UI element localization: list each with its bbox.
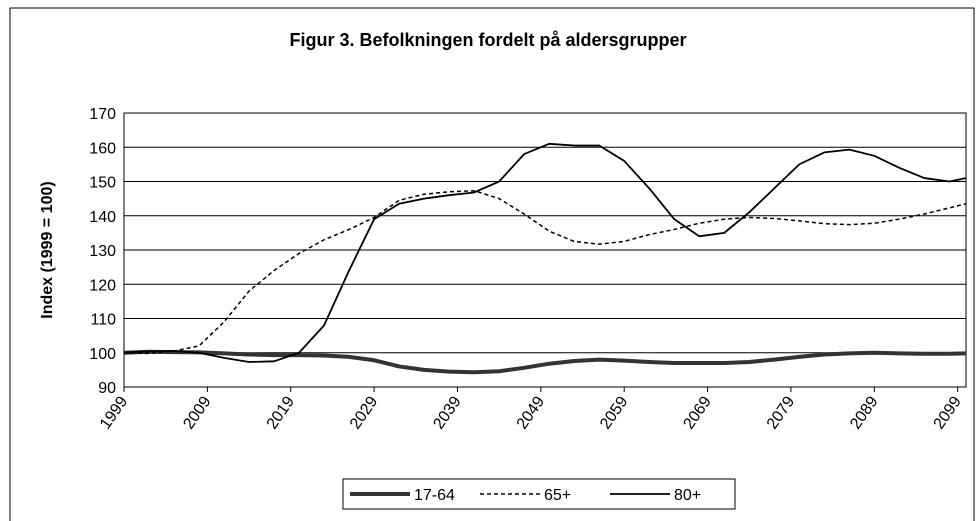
x-tick-label: 2099	[931, 393, 965, 432]
x-tick-label: 2049	[514, 393, 548, 432]
legend-label: 17-64	[414, 487, 455, 504]
x-tick-label: 1999	[97, 393, 131, 432]
x-tick-label: 2089	[847, 393, 881, 432]
x-tick-label: 2029	[347, 393, 381, 432]
x-tick-label: 2059	[597, 393, 631, 432]
legend-label: 65+	[544, 487, 571, 504]
y-tick-label: 150	[89, 175, 116, 192]
x-tick-label: 2009	[180, 393, 214, 432]
x-tick-label: 2079	[764, 393, 798, 432]
y-axis-label: Index (1999 = 100)	[39, 181, 56, 318]
chart-border	[9, 7, 975, 521]
legend-label: 80+	[674, 487, 701, 504]
y-tick-label: 100	[89, 346, 116, 363]
y-tick-label: 130	[89, 243, 116, 260]
y-tick-label: 120	[89, 277, 116, 294]
x-tick-label: 2019	[264, 393, 298, 432]
y-tick-label: 110	[90, 312, 116, 329]
y-tick-label: 160	[89, 140, 116, 157]
x-tick-label: 2039	[430, 393, 464, 432]
series-line	[123, 349, 967, 375]
series-line	[123, 142, 967, 363]
y-tick-label: 170	[89, 106, 116, 123]
y-tick-label: 90	[98, 380, 116, 397]
y-tick-label: 140	[89, 209, 116, 226]
chart-title: Figur 3. Befolkningen fordelt på aldersg…	[289, 30, 686, 50]
series-line	[123, 189, 967, 355]
x-tick-label: 2069	[680, 393, 714, 432]
